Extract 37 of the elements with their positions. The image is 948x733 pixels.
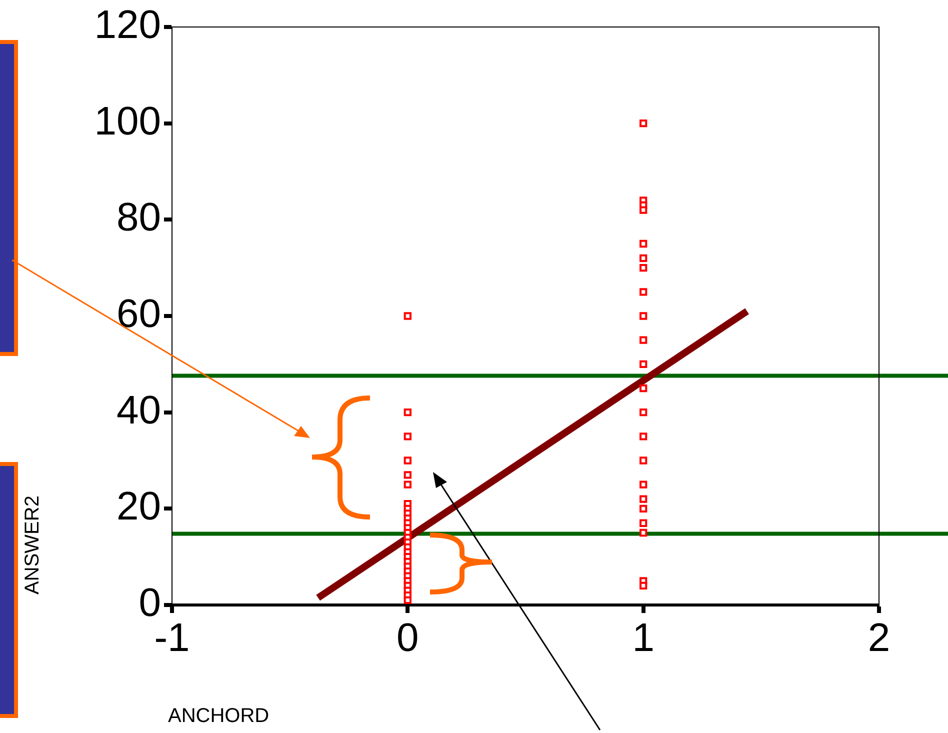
point <box>640 456 648 464</box>
point <box>640 582 648 590</box>
x-axis-title: ANCHORD <box>168 705 270 728</box>
point <box>640 240 648 248</box>
y-tick-label: 60 <box>116 292 161 336</box>
y-tick-label: 40 <box>116 388 161 432</box>
y-tick-label: 100 <box>94 99 161 144</box>
point <box>640 480 648 488</box>
y-tick-label: 120 <box>94 3 161 48</box>
point <box>404 408 412 416</box>
x-tick-label: 2 <box>868 616 890 660</box>
y-tick-label: 20 <box>116 484 161 529</box>
point <box>640 495 648 503</box>
point <box>640 336 648 344</box>
point <box>640 528 648 537</box>
point <box>640 519 648 527</box>
point <box>640 360 648 368</box>
point <box>640 206 648 214</box>
point <box>404 596 412 604</box>
y-axis-title: ANSWER2 <box>22 496 44 594</box>
point <box>404 471 412 479</box>
point <box>404 312 412 320</box>
x-tick-label: 1 <box>632 616 654 660</box>
point <box>404 432 412 440</box>
point <box>640 408 648 416</box>
x-tick-label: 0 <box>396 616 419 660</box>
point <box>640 288 648 296</box>
point <box>404 480 412 488</box>
point <box>640 312 648 320</box>
y-tick-label: 80 <box>116 196 161 240</box>
point <box>640 254 648 262</box>
point <box>640 120 648 128</box>
point <box>640 264 648 272</box>
point <box>404 456 412 464</box>
point <box>640 384 648 392</box>
point <box>640 504 648 512</box>
point <box>640 432 648 440</box>
